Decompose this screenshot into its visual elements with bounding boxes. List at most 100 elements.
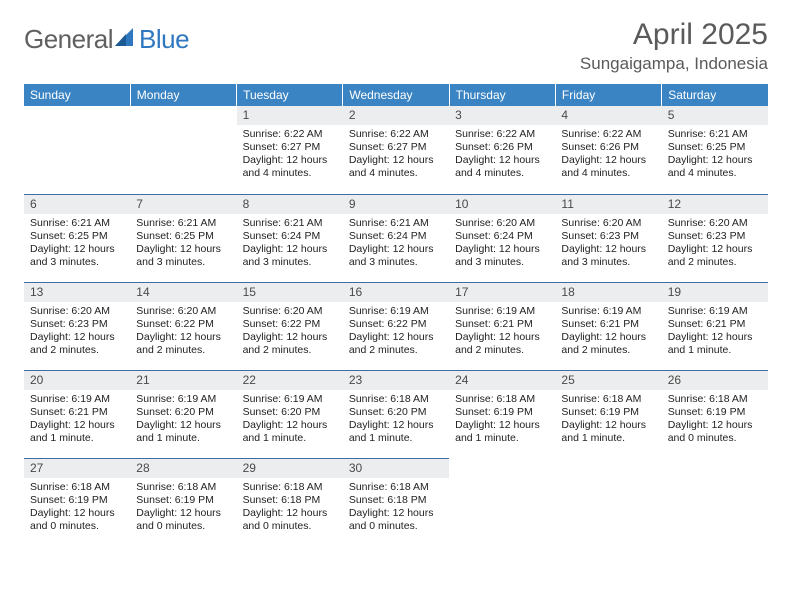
sunset-line: Sunset: 6:21 PM [30,406,124,419]
sunset-line: Sunset: 6:22 PM [136,318,230,331]
day-details: Sunrise: 6:21 AMSunset: 6:24 PMDaylight:… [237,214,343,274]
daylight-line: Daylight: 12 hours and 3 minutes. [455,243,549,269]
daylight-line: Daylight: 12 hours and 0 minutes. [30,507,124,533]
daylight-line: Daylight: 12 hours and 2 minutes. [30,331,124,357]
calendar-cell: 29Sunrise: 6:18 AMSunset: 6:18 PMDayligh… [237,458,343,546]
daylight-line: Daylight: 12 hours and 1 minute. [561,419,655,445]
calendar-cell: 9Sunrise: 6:21 AMSunset: 6:24 PMDaylight… [343,194,449,282]
sunrise-line: Sunrise: 6:19 AM [243,393,337,406]
calendar-cell: 10Sunrise: 6:20 AMSunset: 6:24 PMDayligh… [449,194,555,282]
dow-wednesday: Wednesday [343,84,449,106]
dow-thursday: Thursday [449,84,555,106]
daylight-line: Daylight: 12 hours and 4 minutes. [349,154,443,180]
sunset-line: Sunset: 6:20 PM [136,406,230,419]
sunrise-line: Sunrise: 6:19 AM [349,305,443,318]
day-number: 7 [130,194,236,214]
daylight-line: Daylight: 12 hours and 1 minute. [349,419,443,445]
day-details: Sunrise: 6:21 AMSunset: 6:24 PMDaylight:… [343,214,449,274]
calendar-cell: 6Sunrise: 6:21 AMSunset: 6:25 PMDaylight… [24,194,130,282]
daylight-line: Daylight: 12 hours and 0 minutes. [243,507,337,533]
sunrise-line: Sunrise: 6:18 AM [455,393,549,406]
calendar-cell: 1Sunrise: 6:22 AMSunset: 6:27 PMDaylight… [237,106,343,194]
page-title: April 2025 [580,18,768,52]
day-number: 20 [24,370,130,390]
calendar-cell: 16Sunrise: 6:19 AMSunset: 6:22 PMDayligh… [343,282,449,370]
day-number: 21 [130,370,236,390]
day-number: 5 [662,106,768,125]
sunset-line: Sunset: 6:18 PM [243,494,337,507]
day-details: Sunrise: 6:19 AMSunset: 6:21 PMDaylight:… [662,302,768,362]
day-details: Sunrise: 6:18 AMSunset: 6:19 PMDaylight:… [449,390,555,450]
daylight-line: Daylight: 12 hours and 0 minutes. [349,507,443,533]
day-details: Sunrise: 6:18 AMSunset: 6:20 PMDaylight:… [343,390,449,450]
day-number: 11 [555,194,661,214]
day-details: Sunrise: 6:22 AMSunset: 6:26 PMDaylight:… [449,125,555,185]
day-details: Sunrise: 6:20 AMSunset: 6:22 PMDaylight:… [237,302,343,362]
calendar-cell: 8Sunrise: 6:21 AMSunset: 6:24 PMDaylight… [237,194,343,282]
day-details: Sunrise: 6:19 AMSunset: 6:20 PMDaylight:… [130,390,236,450]
dow-sunday: Sunday [24,84,130,106]
sunset-line: Sunset: 6:18 PM [349,494,443,507]
calendar-week-row: 27Sunrise: 6:18 AMSunset: 6:19 PMDayligh… [24,458,768,546]
day-details: Sunrise: 6:20 AMSunset: 6:22 PMDaylight:… [130,302,236,362]
sunrise-line: Sunrise: 6:21 AM [30,217,124,230]
calendar-week-row: 6Sunrise: 6:21 AMSunset: 6:25 PMDaylight… [24,194,768,282]
day-number: 25 [555,370,661,390]
day-details: Sunrise: 6:18 AMSunset: 6:19 PMDaylight:… [130,478,236,538]
calendar-cell: 18Sunrise: 6:19 AMSunset: 6:21 PMDayligh… [555,282,661,370]
sunrise-line: Sunrise: 6:21 AM [668,128,762,141]
day-number: 13 [24,282,130,302]
daylight-line: Daylight: 12 hours and 4 minutes. [243,154,337,180]
sunset-line: Sunset: 6:19 PM [30,494,124,507]
day-details: Sunrise: 6:22 AMSunset: 6:26 PMDaylight:… [555,125,661,185]
sunrise-line: Sunrise: 6:18 AM [561,393,655,406]
sunrise-line: Sunrise: 6:19 AM [561,305,655,318]
day-details: Sunrise: 6:22 AMSunset: 6:27 PMDaylight:… [237,125,343,185]
calendar-cell: 3Sunrise: 6:22 AMSunset: 6:26 PMDaylight… [449,106,555,194]
day-details: Sunrise: 6:20 AMSunset: 6:23 PMDaylight:… [555,214,661,274]
calendar-cell: 11Sunrise: 6:20 AMSunset: 6:23 PMDayligh… [555,194,661,282]
calendar-header-row: Sunday Monday Tuesday Wednesday Thursday… [24,84,768,106]
calendar-cell: 30Sunrise: 6:18 AMSunset: 6:18 PMDayligh… [343,458,449,546]
day-details: Sunrise: 6:20 AMSunset: 6:23 PMDaylight:… [24,302,130,362]
sunset-line: Sunset: 6:24 PM [243,230,337,243]
day-details: Sunrise: 6:18 AMSunset: 6:18 PMDaylight:… [343,478,449,538]
sunset-line: Sunset: 6:21 PM [455,318,549,331]
day-details: Sunrise: 6:22 AMSunset: 6:27 PMDaylight:… [343,125,449,185]
sunrise-line: Sunrise: 6:22 AM [349,128,443,141]
header: General Blue April 2025 Sungaigampa, Ind… [24,18,768,74]
sunrise-line: Sunrise: 6:20 AM [668,217,762,230]
day-details: Sunrise: 6:19 AMSunset: 6:21 PMDaylight:… [449,302,555,362]
day-number: 4 [555,106,661,125]
sunset-line: Sunset: 6:26 PM [561,141,655,154]
day-details: Sunrise: 6:19 AMSunset: 6:21 PMDaylight:… [555,302,661,362]
day-number: 3 [449,106,555,125]
sunrise-line: Sunrise: 6:18 AM [349,393,443,406]
sunset-line: Sunset: 6:23 PM [668,230,762,243]
day-number: 27 [24,458,130,478]
day-number: 19 [662,282,768,302]
sunset-line: Sunset: 6:24 PM [455,230,549,243]
day-details: Sunrise: 6:20 AMSunset: 6:23 PMDaylight:… [662,214,768,274]
sunset-line: Sunset: 6:22 PM [349,318,443,331]
day-details: Sunrise: 6:20 AMSunset: 6:24 PMDaylight:… [449,214,555,274]
calendar-cell: 7Sunrise: 6:21 AMSunset: 6:25 PMDaylight… [130,194,236,282]
sunset-line: Sunset: 6:24 PM [349,230,443,243]
day-details: Sunrise: 6:18 AMSunset: 6:18 PMDaylight:… [237,478,343,538]
day-details: Sunrise: 6:21 AMSunset: 6:25 PMDaylight:… [662,125,768,185]
sunset-line: Sunset: 6:25 PM [30,230,124,243]
sunset-line: Sunset: 6:20 PM [243,406,337,419]
calendar-cell [130,106,236,194]
calendar-cell: 5Sunrise: 6:21 AMSunset: 6:25 PMDaylight… [662,106,768,194]
sunrise-line: Sunrise: 6:20 AM [455,217,549,230]
daylight-line: Daylight: 12 hours and 0 minutes. [136,507,230,533]
day-details: Sunrise: 6:19 AMSunset: 6:21 PMDaylight:… [24,390,130,450]
sunrise-line: Sunrise: 6:19 AM [455,305,549,318]
daylight-line: Daylight: 12 hours and 2 minutes. [561,331,655,357]
day-number: 28 [130,458,236,478]
calendar-cell [662,458,768,546]
day-number: 2 [343,106,449,125]
daylight-line: Daylight: 12 hours and 3 minutes. [136,243,230,269]
sunset-line: Sunset: 6:19 PM [668,406,762,419]
daylight-line: Daylight: 12 hours and 1 minute. [243,419,337,445]
